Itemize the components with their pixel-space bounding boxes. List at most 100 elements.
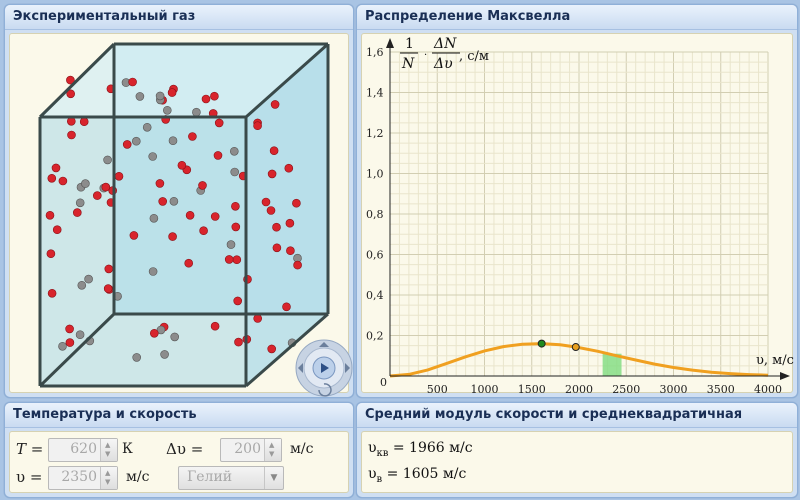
x-tick-label: 2500 xyxy=(612,383,640,394)
temperature-stepper[interactable]: 620 ▲ ▼ xyxy=(48,438,118,462)
temperature-stepper-arrows[interactable]: ▲ ▼ xyxy=(100,439,117,461)
box-front-face xyxy=(40,117,246,386)
dv-stepper[interactable]: 200 ▲ ▼ xyxy=(220,438,282,462)
gas-panel-title: Экспериментальный газ xyxy=(5,5,353,30)
x-tick-labels: 500 1000 1500 2000 2500 3000 3500 4000 xyxy=(427,383,782,394)
gas-particle-red xyxy=(210,212,220,221)
gas-particle-red xyxy=(270,100,280,109)
gas-particle-red xyxy=(232,255,242,264)
dv-up-icon[interactable]: ▲ xyxy=(269,441,275,449)
velocity-label: υ = xyxy=(16,468,43,486)
y-tick-label: 1,6 xyxy=(366,46,384,59)
y-label-unit: , с/м xyxy=(459,49,489,64)
gas-particle-red xyxy=(292,198,301,208)
gas-particle-red xyxy=(129,231,139,240)
gas-particle-red xyxy=(199,226,208,235)
gas-particle-gray xyxy=(75,198,85,208)
chart-grid xyxy=(390,51,769,376)
gas-particle-red xyxy=(272,222,281,232)
gas-particle-red xyxy=(52,225,62,234)
gas-particle-red xyxy=(269,146,279,155)
probable-speed-subscript: в xyxy=(376,473,383,485)
reset-icon[interactable] xyxy=(318,383,332,397)
y-label-num1: 1 xyxy=(405,36,414,52)
gas-particle-red xyxy=(66,89,76,99)
velocity-down-icon[interactable]: ▼ xyxy=(105,478,111,486)
x-tick-label: 3000 xyxy=(660,383,688,394)
playback-control[interactable] xyxy=(294,338,354,398)
mean-speed-body: υкв = 1966 м/с υв = 1605 м/с xyxy=(361,431,793,493)
gas-particle-gray xyxy=(148,267,158,276)
gas-box-svg xyxy=(38,42,330,388)
gas-particle-red xyxy=(46,249,56,258)
temperature-up-icon[interactable]: ▲ xyxy=(105,441,111,449)
gas-particle-red xyxy=(213,151,223,160)
gas-particle-red xyxy=(201,94,211,104)
chevron-down-icon[interactable]: ▼ xyxy=(264,467,283,489)
gas-particle-red xyxy=(285,218,295,228)
rms-speed-subscript: кв xyxy=(376,447,389,459)
gas-particle-red xyxy=(45,211,55,220)
gas-particle-red xyxy=(122,140,132,149)
gas-particle-gray xyxy=(192,107,201,117)
rms-speed-value: = 1966 м/с xyxy=(392,440,473,456)
y-tick-label: 0,4 xyxy=(366,289,384,302)
temp-speed-panel: Температура и скорость T = 620 ▲ ▼ К Δυ … xyxy=(4,402,354,498)
gas-select-value[interactable]: Гелий xyxy=(187,469,233,485)
step-forward-icon[interactable] xyxy=(345,363,350,373)
y-tick-label: 0,6 xyxy=(366,249,384,262)
pause-icon[interactable] xyxy=(319,342,329,347)
gas-particle-red xyxy=(293,260,302,270)
gas-particle-red xyxy=(198,181,207,190)
gas-particle-gray xyxy=(226,240,236,249)
gas-select[interactable]: Гелий ▼ xyxy=(178,466,284,490)
y-label-den2: Δυ xyxy=(433,56,453,72)
gas-particle-red xyxy=(158,197,167,206)
gas-particle-gray xyxy=(135,92,145,101)
mean-speed-panel: Средний модуль скорости и среднеквадрати… xyxy=(356,402,798,498)
curve-markers xyxy=(537,339,580,352)
gas-particle-red xyxy=(114,172,124,181)
gas-particle-red xyxy=(79,117,89,126)
y-label-num2: ΔN xyxy=(433,36,457,52)
play-icon[interactable] xyxy=(321,363,329,373)
gas-particle-gray xyxy=(148,152,157,161)
dv-down-icon[interactable]: ▼ xyxy=(269,450,275,458)
gas-particle-red xyxy=(168,232,177,241)
gas-particle-gray xyxy=(168,136,178,145)
gas-particle-red xyxy=(231,202,240,211)
gas-particle-red xyxy=(210,91,219,101)
velocity-up-icon[interactable]: ▲ xyxy=(105,469,111,477)
gas-particle-gray xyxy=(84,274,93,284)
gas-particle-red xyxy=(93,191,102,200)
gas-particle-gray xyxy=(132,353,141,362)
velocity-stepper[interactable]: 2350 ▲ ▼ xyxy=(48,466,118,490)
temperature-down-icon[interactable]: ▼ xyxy=(105,450,111,458)
temperature-label-text: T = xyxy=(16,440,44,458)
dv-value[interactable]: 200 xyxy=(234,441,261,457)
gas-particle-red xyxy=(177,161,187,170)
gas-particle-red xyxy=(214,118,224,128)
gas-particle-gray xyxy=(75,330,85,340)
x-tick-label: 3500 xyxy=(707,383,735,394)
gas-particle-red xyxy=(150,328,159,338)
gas-particle-gray xyxy=(77,281,87,290)
y-tick-labels: 0,2 0,4 0,6 0,8 1,0 1,2 1,4 1,6 xyxy=(366,46,384,343)
gas-particle-gray xyxy=(230,167,239,177)
velocity-value[interactable]: 2350 xyxy=(61,469,97,485)
dv-label: Δυ = xyxy=(166,440,204,458)
gas-particle-red xyxy=(103,284,113,293)
velocity-stepper-arrows[interactable]: ▲ ▼ xyxy=(100,467,117,489)
step-back-icon[interactable] xyxy=(298,363,303,373)
gas-particle-gray xyxy=(170,332,179,342)
gas-particle-red xyxy=(234,337,243,347)
temperature-value[interactable]: 620 xyxy=(70,441,97,457)
velocity-band xyxy=(602,353,622,376)
temperature-label: T = xyxy=(16,440,43,458)
gas-particle-red xyxy=(58,176,68,186)
rms-speed-marker xyxy=(571,343,580,352)
y-label-dot: · xyxy=(424,50,427,61)
dv-stepper-arrows[interactable]: ▲ ▼ xyxy=(264,439,281,461)
y-label-den1: N xyxy=(401,56,415,72)
box-edges xyxy=(38,42,330,388)
